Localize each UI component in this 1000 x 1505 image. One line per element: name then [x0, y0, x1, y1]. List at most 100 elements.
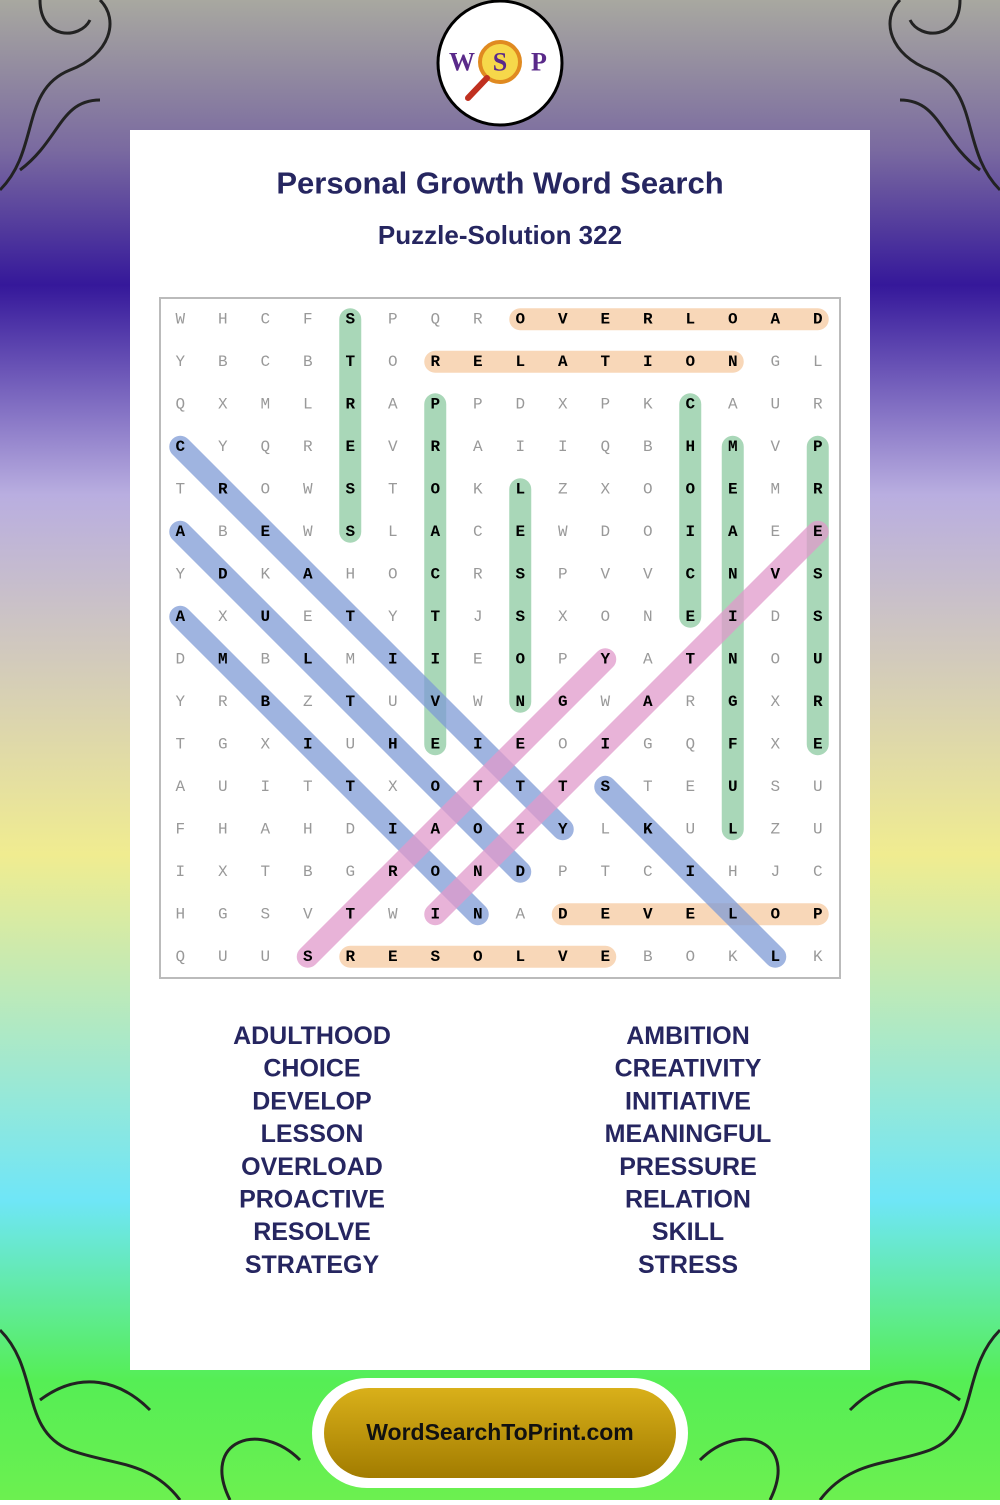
- grid-letter: U: [260, 608, 270, 626]
- grid-letter: L: [685, 310, 695, 328]
- grid-letter: X: [260, 735, 270, 753]
- grid-letter: S: [813, 608, 823, 626]
- grid-letter: A: [643, 650, 653, 668]
- grid-letter: V: [770, 438, 780, 456]
- grid-letter: M: [728, 438, 738, 456]
- grid-letter: Y: [175, 693, 185, 711]
- grid-letter: U: [813, 650, 823, 668]
- grid-letter: R: [473, 310, 483, 328]
- grid-letter: O: [430, 863, 440, 881]
- grid-letter: T: [175, 735, 185, 753]
- grid-letter: P: [600, 395, 610, 413]
- footer-site[interactable]: WordSearchToPrint.com: [366, 1419, 634, 1445]
- grid-letter: T: [388, 480, 398, 498]
- grid-letter: L: [515, 480, 525, 498]
- grid-letter: O: [643, 480, 653, 498]
- grid-letter: K: [643, 395, 653, 413]
- grid-letter: X: [558, 395, 568, 413]
- grid-letter: V: [303, 905, 313, 923]
- word-list-item: LESSON: [261, 1120, 364, 1148]
- grid-letter: O: [473, 948, 483, 966]
- grid-letter: B: [260, 693, 270, 711]
- grid-letter: B: [643, 948, 653, 966]
- grid-letter: U: [218, 778, 228, 796]
- grid-letter: I: [685, 523, 695, 541]
- grid-letter: V: [643, 565, 653, 583]
- grid-letter: M: [770, 480, 780, 498]
- grid-letter: P: [813, 438, 823, 456]
- logo-letter: P: [531, 48, 547, 77]
- footer-button[interactable]: [324, 1388, 676, 1478]
- grid-letter: W: [600, 693, 610, 711]
- grid-letter: N: [728, 353, 738, 371]
- grid-letter: B: [218, 353, 228, 371]
- word-list-item: OVERLOAD: [241, 1153, 383, 1181]
- grid-letter: O: [685, 948, 695, 966]
- grid-letter: T: [473, 778, 483, 796]
- grid-letter: R: [218, 480, 228, 498]
- grid-letter: K: [728, 948, 738, 966]
- grid-letter: N: [515, 693, 525, 711]
- grid-letter: V: [558, 310, 568, 328]
- highlight: [169, 605, 489, 926]
- grid-letter: V: [643, 905, 653, 923]
- grid-letter: V: [388, 438, 398, 456]
- grid-letter: O: [643, 523, 653, 541]
- grid-letter: F: [175, 820, 185, 838]
- grid-letter: A: [728, 395, 738, 413]
- grid-letter: X: [218, 395, 228, 413]
- grid-letter: E: [813, 735, 823, 753]
- grid-letter: O: [728, 310, 738, 328]
- grid-letter: G: [218, 905, 228, 923]
- grid-letter: P: [813, 905, 823, 923]
- grid-letter: S: [430, 948, 440, 966]
- grid-letter: F: [728, 735, 738, 753]
- grid-letter: X: [218, 608, 228, 626]
- grid-letter: S: [515, 565, 525, 583]
- grid-letter: S: [345, 480, 355, 498]
- highlight: [424, 520, 829, 926]
- word-list-item: PRESSURE: [619, 1153, 757, 1181]
- grid-letter: C: [260, 310, 270, 328]
- grid-letter: O: [260, 480, 270, 498]
- grid-letter: A: [388, 395, 398, 413]
- grid-letter: D: [558, 905, 568, 923]
- grid-letter: O: [515, 650, 525, 668]
- grid-letter: G: [345, 863, 355, 881]
- grid-letter: Q: [430, 310, 440, 328]
- grid-letter: T: [600, 353, 610, 371]
- grid-letter: E: [600, 310, 610, 328]
- grid-letter: O: [685, 480, 695, 498]
- grid-letter: A: [473, 438, 483, 456]
- grid-letter: T: [345, 353, 355, 371]
- grid-letter: A: [175, 523, 185, 541]
- footer: WordSearchToPrint.com: [312, 1378, 688, 1488]
- title: Personal Growth Word Search: [276, 166, 723, 201]
- word-list-item: SKILL: [652, 1218, 724, 1246]
- grid-letter: T: [345, 778, 355, 796]
- grid-letter: R: [430, 438, 440, 456]
- grid-letter: E: [473, 353, 483, 371]
- grid-letter: C: [813, 863, 823, 881]
- grid-letter: D: [345, 820, 355, 838]
- grid-letter: L: [600, 820, 610, 838]
- grid-letter: L: [515, 353, 525, 371]
- grid-letter: G: [770, 353, 780, 371]
- grid-letter: T: [600, 863, 610, 881]
- grid-letter: N: [643, 608, 653, 626]
- grid-letter: I: [600, 735, 610, 753]
- word-list-item: CHOICE: [263, 1055, 360, 1083]
- grid-letter: Q: [685, 735, 695, 753]
- grid-letter: V: [430, 693, 440, 711]
- grid-letter: W: [388, 905, 398, 923]
- word-list-item: MEANINGFUL: [605, 1120, 772, 1148]
- grid-letter: B: [260, 650, 270, 668]
- grid-letter: E: [685, 608, 695, 626]
- grid-letter: I: [303, 735, 313, 753]
- grid-letter: P: [430, 395, 440, 413]
- grid-letter: U: [388, 693, 398, 711]
- grid-letter: X: [770, 735, 780, 753]
- grid-letter: H: [728, 863, 738, 881]
- grid-letter: H: [303, 820, 313, 838]
